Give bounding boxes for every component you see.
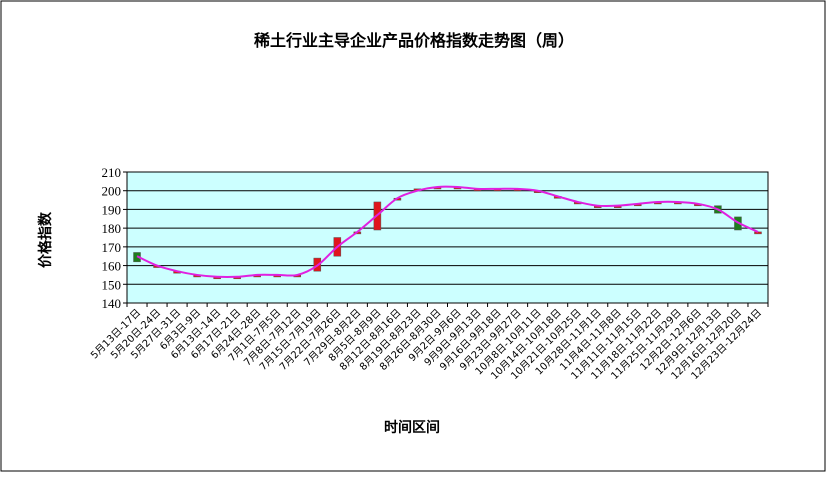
- chart-title: 稀土行业主导企业产品价格指数走势图（周）: [254, 31, 574, 50]
- y-tick-label: 140: [102, 296, 122, 311]
- y-axis-label: 价格指数: [37, 211, 54, 268]
- y-tick-label: 180: [102, 221, 122, 236]
- x-axis-label: 时间区间: [384, 419, 440, 436]
- y-tick-label: 170: [102, 240, 122, 255]
- y-tick-label: 210: [102, 165, 122, 180]
- trend-line: [136, 185, 759, 279]
- candle-body: [754, 231, 762, 235]
- y-tick-label: 200: [102, 184, 122, 199]
- y-tick-label: 190: [102, 202, 122, 217]
- y-tick-label: 160: [102, 259, 122, 274]
- plot-area: [126, 171, 769, 304]
- y-tick-label: 150: [102, 277, 122, 292]
